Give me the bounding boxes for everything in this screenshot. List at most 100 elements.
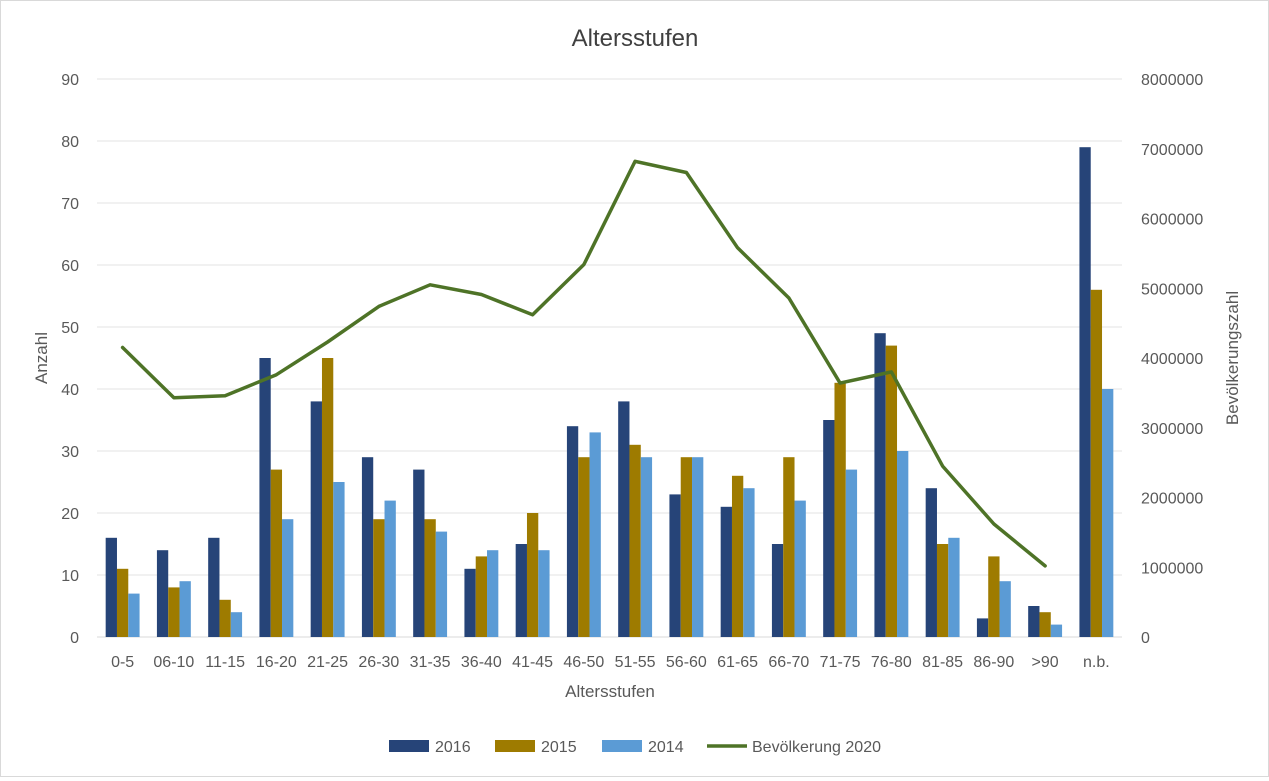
x-tick-label: 26-30 [358,654,399,671]
x-tick-label: 31-35 [410,654,451,671]
y-tick-label: 0 [70,630,79,647]
bar-2014 [128,593,140,637]
y2-tick-label: 5000000 [1141,281,1203,298]
bar-2015 [988,556,1000,637]
y-tick-label: 30 [61,444,79,461]
bar-2016 [874,333,886,637]
x-tick-label: n.b. [1083,654,1110,671]
legend-swatch [495,740,535,752]
bar-2014 [179,581,191,637]
bar-2015 [321,358,334,637]
bar-2016 [720,506,732,637]
x-tick-label: 41-45 [512,654,553,671]
right-axis-ticks: 0 1000000 2000000 3000000 4000000 5000000 6000… [1141,72,1203,647]
y-tick-label: 50 [61,320,79,337]
x-tick-label: 06-10 [153,654,194,671]
bar-2014 [1102,389,1114,637]
legend-swatch [602,740,642,752]
y2-tick-label: 1000000 [1141,560,1203,577]
y2-axis-title: Bevölkerungszahl [1223,291,1242,425]
bar-2014 [230,612,243,637]
bar-2015 [936,544,949,637]
bar-2014 [845,469,858,637]
y2-tick-label: 0 [1141,630,1150,647]
bar-2016 [925,488,937,637]
bar-2015 [783,457,795,637]
bar-2015 [424,519,436,637]
x-axis-ticks: 0-5 06-10 11-15 16-20 21-25 26-30 31-35 36-40 41… [111,654,1110,671]
bar-2015 [219,599,231,637]
bar-2014 [589,432,601,637]
bar-2016 [361,457,374,637]
bar-2016 [208,537,220,637]
bar-2015 [270,469,283,637]
bar-2016 [566,426,579,637]
bar-2016 [976,618,989,637]
y2-tick-label: 4000000 [1141,351,1203,368]
bar-2016 [515,544,527,637]
legend-label: 2015 [541,739,577,756]
x-axis-title: Altersstufen [565,682,655,701]
y-tick-label: 10 [61,568,79,585]
y-tick-label: 40 [61,382,79,399]
legend-label: 2016 [435,739,471,756]
bar-2014 [435,531,448,637]
legend-swatch [389,740,429,752]
x-tick-label: 46-50 [563,654,604,671]
bar-2014 [487,550,499,637]
line-series-bevoelkerung-2020 [120,159,1047,568]
bar-2014 [333,482,345,637]
bar-2016 [105,537,117,637]
x-tick-label: 61-65 [717,654,758,671]
legend-label: 2014 [648,739,684,756]
y-tick-label: 90 [61,72,79,89]
bar-2015 [526,513,539,637]
x-tick-label: 36-40 [461,654,502,671]
bar-2014 [282,519,294,637]
x-tick-label: 76-80 [871,654,912,671]
bar-2016 [310,401,322,637]
bar-2015 [1090,289,1103,637]
bar-2015 [373,519,385,637]
bar-2016 [156,550,169,637]
bars-layer [105,147,1114,637]
y2-tick-label: 3000000 [1141,421,1203,438]
y2-tick-label: 7000000 [1141,142,1203,159]
bar-2014 [948,537,960,637]
y-tick-label: 70 [61,196,79,213]
gridlines [97,78,1122,638]
left-axis-ticks: 0 10 20 30 40 50 60 70 80 90 [61,72,79,647]
chart-title: Altersstufen [572,25,699,52]
x-tick-label: 81-85 [922,654,963,671]
bar-2014 [794,500,806,637]
bar-2014 [640,457,653,637]
bar-2016 [259,358,271,637]
bar-2015 [834,382,846,637]
x-tick-label: 71-75 [820,654,861,671]
x-tick-label: 56-60 [666,654,707,671]
bar-2016 [464,568,476,637]
x-tick-label: 11-15 [205,654,245,671]
bar-2015 [116,568,129,637]
bar-2016 [823,420,835,637]
bar-2014 [743,488,755,637]
x-tick-label: 16-20 [256,654,297,671]
bar-2014 [384,500,396,637]
bar-2015 [578,457,590,637]
y-axis-title: Anzahl [32,332,51,384]
y2-tick-label: 8000000 [1141,72,1203,89]
bar-2015 [731,475,744,637]
bar-2016 [413,469,425,637]
bar-2015 [475,556,488,637]
legend-label: Bevölkerung 2020 [752,739,881,756]
bar-2015 [680,457,693,637]
x-tick-label: >90 [1032,654,1059,671]
bar-2014 [999,581,1011,637]
y-tick-label: 60 [61,258,79,275]
bar-2014 [538,550,550,637]
bar-2016 [618,401,630,637]
bar-2016 [771,544,784,637]
bar-2016 [1079,147,1091,637]
bar-2014 [897,451,909,637]
